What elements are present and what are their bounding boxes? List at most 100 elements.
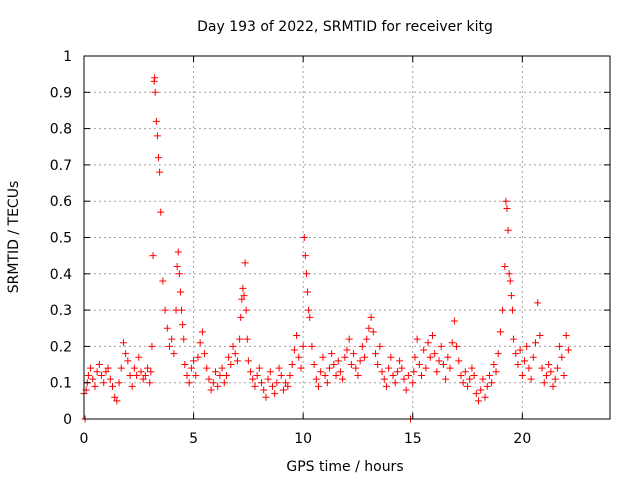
data-point [290,346,298,354]
data-point [141,371,149,379]
x-tick-label: 15 [404,431,422,447]
data-point [239,284,247,292]
data-point [481,393,489,401]
data-point [122,350,130,358]
data-point [119,339,127,347]
data-point [523,342,531,350]
x-tick-labels: 0 5 10 15 20 [80,431,532,447]
data-point [488,379,496,387]
data-point [151,88,159,96]
data-point [560,371,568,379]
data-point [152,117,160,125]
data-point [453,342,461,350]
data-point [192,371,200,379]
data-point [279,386,287,394]
data-point [181,361,189,369]
data-point [502,197,510,205]
data-point [525,364,533,372]
data-point [304,288,312,296]
data-point [135,353,143,361]
data-point [207,386,215,394]
data-point [457,371,465,379]
data-point [516,346,524,354]
data-point [102,368,110,376]
data-point [527,375,535,383]
data-point [420,346,428,354]
data-point [187,364,195,372]
data-point [496,328,504,336]
data-point [93,368,101,376]
data-point [220,379,228,387]
data-point [448,339,456,347]
data-point [345,335,353,343]
data-point [376,342,384,350]
data-point [347,361,355,369]
data-point [308,342,316,350]
data-point [433,368,441,376]
data-point [319,353,327,361]
data-point [396,357,404,365]
data-point [305,306,313,314]
data-point [444,353,452,361]
data-point [374,361,382,369]
data-point [98,371,106,379]
data-point [562,332,570,340]
data-point [297,364,305,372]
data-point [117,364,125,372]
data-point [330,361,338,369]
data-point [402,386,410,394]
data-point [301,252,309,260]
data-point [411,353,419,361]
data-point [196,339,204,347]
data-point [455,357,463,365]
data-point [203,364,211,372]
data-point [262,393,270,401]
data-point [185,379,193,387]
data-point [339,375,347,383]
data-point [273,379,281,387]
data-point [477,386,485,394]
data-point [168,335,176,343]
data-point [382,382,390,390]
data-point [358,342,366,350]
data-point [365,324,373,332]
axis-ticks [83,55,610,420]
x-tick-label: 10 [294,431,312,447]
data-point [514,361,522,369]
data-point [409,379,417,387]
x-tick-label: 0 [80,431,89,447]
data-point [378,368,386,376]
data-point [475,397,482,405]
data-point [251,382,259,390]
data-point [483,382,491,390]
plot-frame [83,55,611,420]
data-point [415,361,423,369]
data-point [216,371,224,379]
data-point [175,270,183,278]
data-point [404,371,412,379]
data-point [155,154,163,162]
data-point [431,350,439,358]
data-point [435,357,443,365]
data-point [299,342,307,350]
data-point [387,353,395,361]
data-point [237,313,245,321]
data-point [398,364,406,372]
data-point [461,368,469,376]
data-point [198,328,206,336]
data-point [170,350,178,358]
data-point [176,288,184,296]
data-point [439,361,447,369]
data-point [255,364,263,372]
data-point [84,371,92,379]
y-tick-label: 0.6 [50,194,72,210]
gridlines [84,56,610,419]
data-point [350,350,358,358]
data-point [126,371,134,379]
data-point [214,382,222,390]
y-tick-label: 1 [63,49,72,65]
data-point [534,299,542,307]
y-tick-labels: 0 0.1 0.2 0.3 0.4 0.5 0.6 0.7 0.8 0.9 1 [50,49,72,428]
data-point [385,364,393,372]
